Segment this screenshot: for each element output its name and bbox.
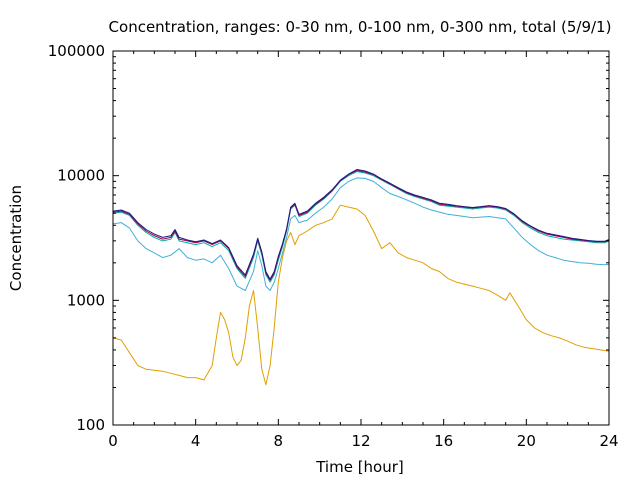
y-axis-title: Concentration <box>7 185 25 291</box>
x-tick-label: 16 <box>434 432 453 450</box>
x-tick-label: 4 <box>191 432 201 450</box>
x-axis-title: Time [hour] <box>315 458 404 476</box>
series-line-2 <box>112 177 610 291</box>
x-tick-label: 8 <box>274 432 284 450</box>
y-tick-label: 100000 <box>48 42 105 60</box>
series-line-5 <box>112 169 610 280</box>
series-line-1 <box>112 204 610 386</box>
x-tick-label: 20 <box>517 432 536 450</box>
series-line-3 <box>112 171 610 283</box>
series-line-4 <box>112 170 610 281</box>
x-tick-label: 12 <box>351 432 370 450</box>
y-tick-label: 10000 <box>57 167 105 185</box>
chart-title: Concentration, ranges: 0-30 nm, 0-100 nm… <box>109 18 612 36</box>
series-layer <box>112 169 610 386</box>
y-tick-label: 100 <box>76 416 105 434</box>
y-tick-label: 1000 <box>67 291 105 309</box>
x-tick-label: 24 <box>599 432 618 450</box>
plot-frame <box>112 50 610 426</box>
x-tick-label: 0 <box>108 432 118 450</box>
tick-layer: 0 4 8 12 16 20 24 100 1000 10000 100000 <box>48 42 619 450</box>
